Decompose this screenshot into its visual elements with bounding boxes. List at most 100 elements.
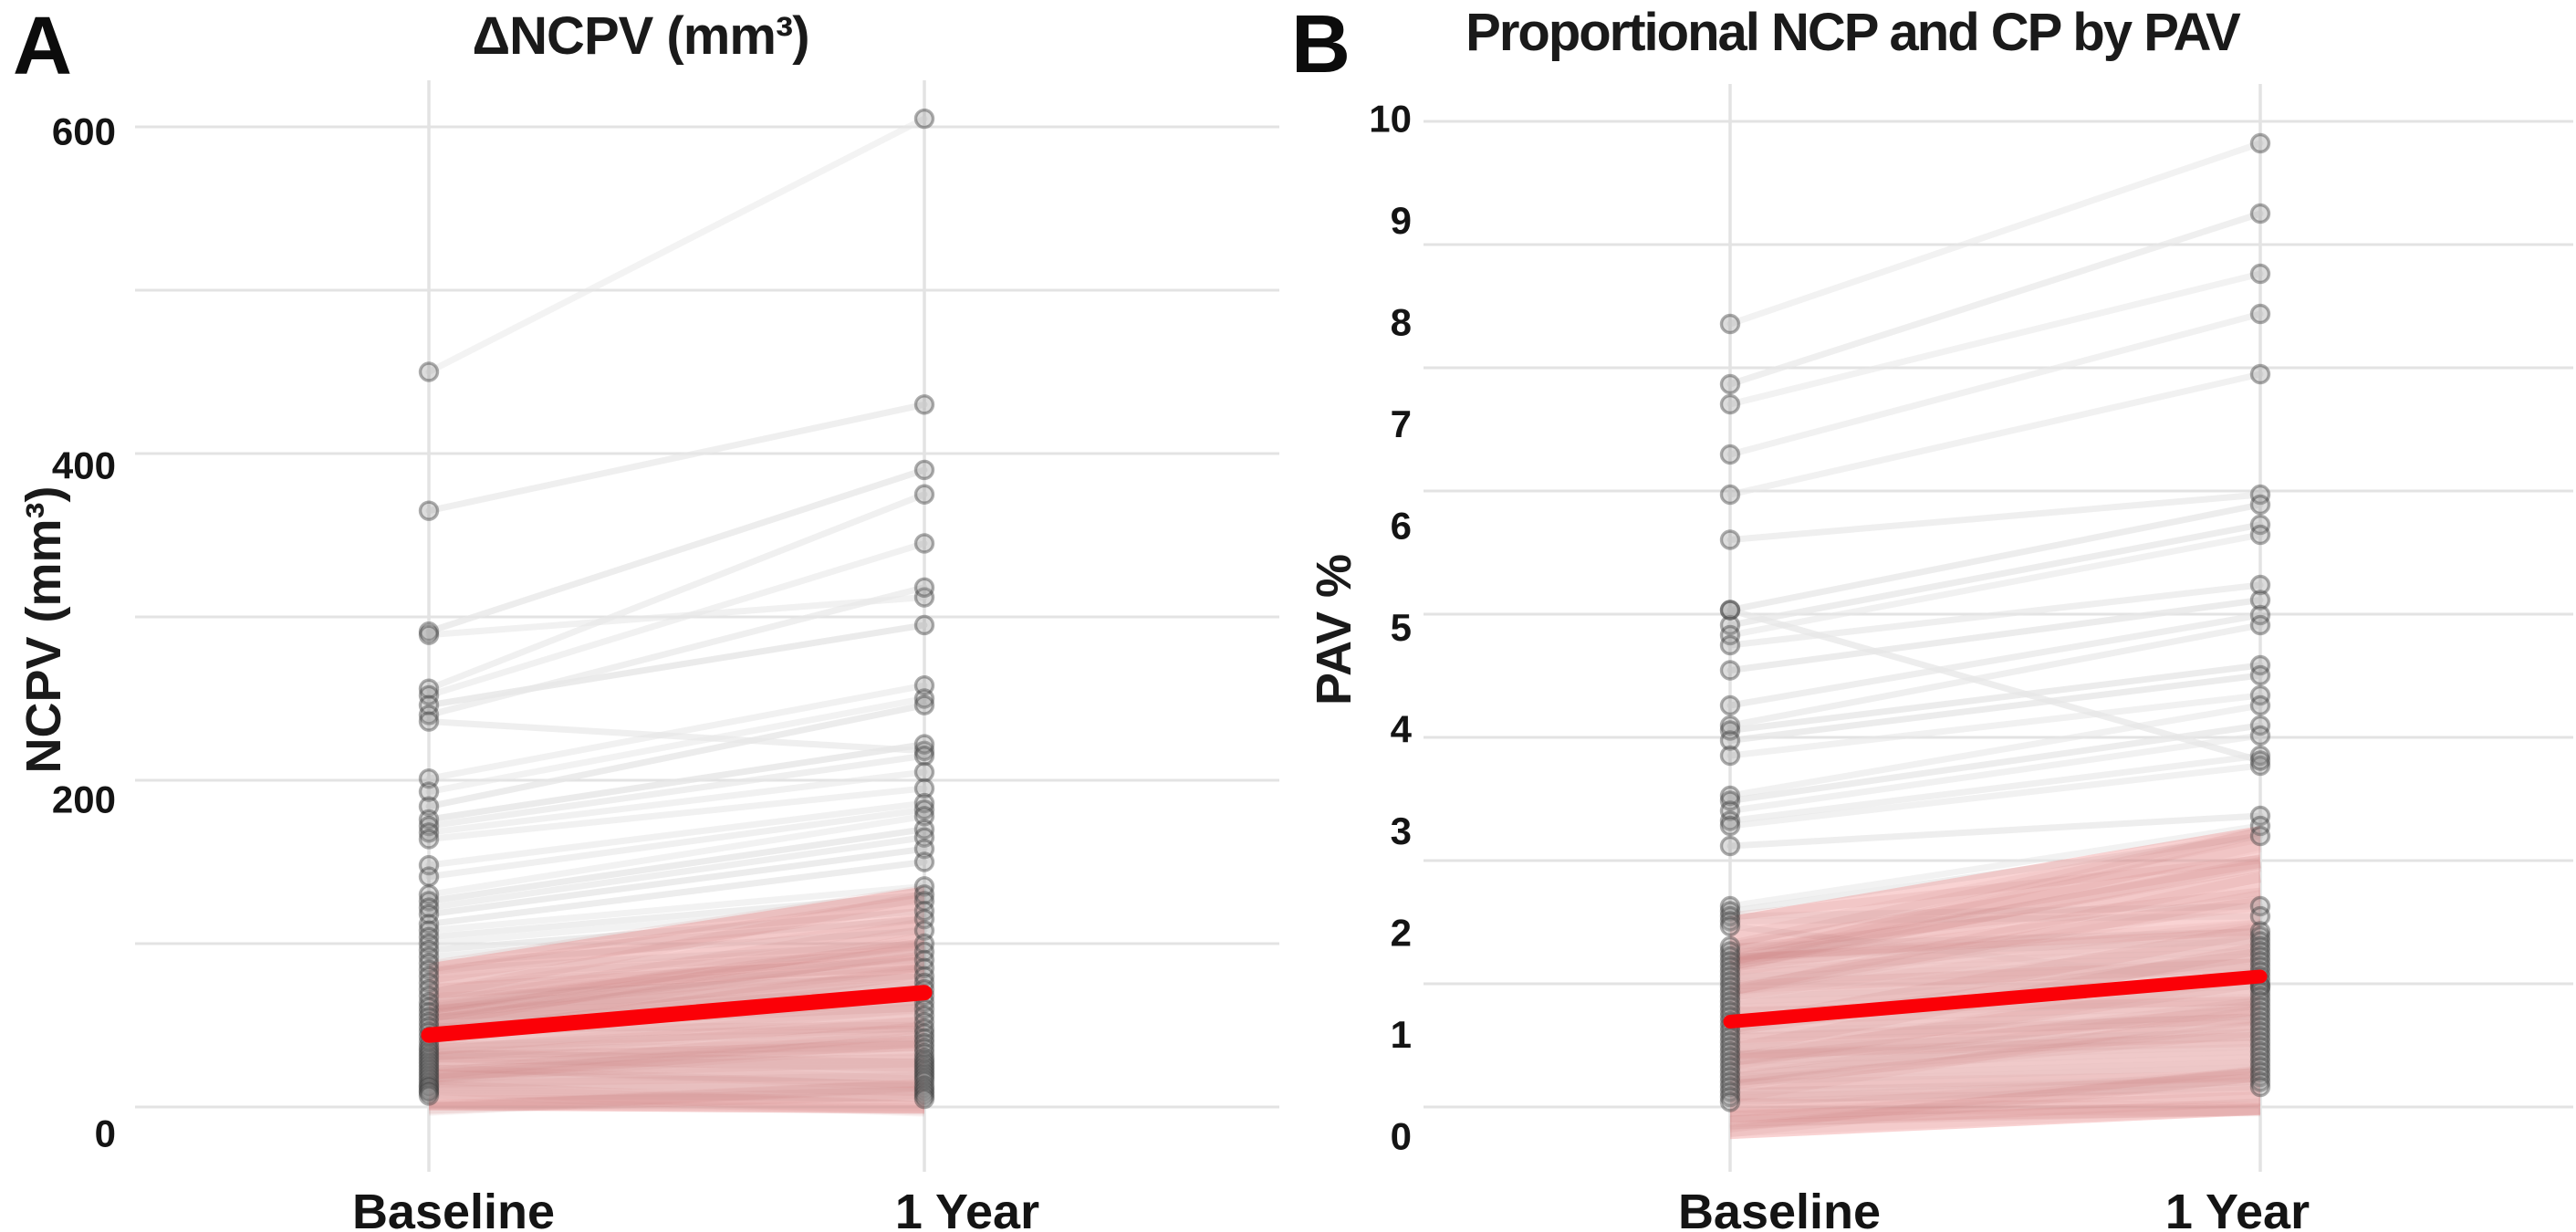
baseline-point [1719,600,1741,621]
baseline-point [418,1075,440,1096]
band-strand [1729,1077,2261,1103]
band-strand [1729,1098,2261,1117]
band-strand [1728,872,2262,997]
baseline-point [1719,945,1741,967]
pair-line [1726,928,2264,950]
year-point [2249,1011,2271,1032]
band-strand [428,1034,925,1083]
band-strand [1728,827,2262,966]
year-point [913,799,935,820]
year-point [913,533,935,554]
year-point [2249,945,2271,967]
pair-line [425,718,928,755]
baseline-point [418,1085,440,1106]
year-point [913,1023,935,1044]
baseline-point [1719,835,1741,857]
pair-line [425,845,928,918]
baseline-point [1719,1036,1741,1058]
band-strand [1729,1098,2261,1130]
baseline-point [1719,1056,1741,1078]
band-strand [1729,1003,2261,1066]
baseline-point [1719,634,1741,656]
year-point [2249,484,2271,506]
pair-line [425,882,928,934]
year-point [913,819,935,840]
year-point [2249,1056,2271,1078]
pair-line [425,539,928,699]
pair-line [1726,310,2264,458]
confidence-band [1730,826,2260,1140]
baseline-point [1719,1091,1741,1112]
y-tick-label: 5 [1391,606,1412,649]
pair-line [425,1084,928,1092]
year-point [913,394,935,415]
year-point [2249,1046,2271,1068]
pair-line [1726,903,2264,920]
band-strand [1729,1013,2261,1084]
year-point [913,734,935,755]
baseline-point [418,768,440,789]
year-point [2249,996,2271,1018]
band-strand [1728,857,2262,971]
baseline-point [418,1062,440,1083]
panel-b-tag: B [1291,0,1351,90]
year-point [2249,684,2271,706]
pair-line [425,1039,928,1053]
band-strand [428,1016,925,1056]
band-strand [428,964,925,1014]
pair-line [1726,692,2264,759]
band-strand [1728,890,2262,996]
y-tick-label: 600 [52,110,116,153]
panel-b-title: Proportional NCP and CP by PAV [1465,3,2241,62]
baseline-point [418,854,440,876]
pair-line [1726,1028,2264,1050]
baseline-point [418,972,440,994]
year-point [2249,905,2271,927]
year-point [2249,1031,2271,1052]
band-strand [1729,894,2261,997]
baseline-point [418,1056,440,1077]
year-point [913,740,935,761]
band-strand [1729,887,2261,954]
year-point [913,1075,935,1096]
year-point [2249,1021,2271,1042]
baseline-point [1719,951,1741,972]
band-strand [428,1080,925,1116]
baseline-point [1719,810,1741,831]
baseline-point [418,678,440,699]
year-point [2249,1006,2271,1028]
year-point [2249,921,2271,942]
band-strand [1729,1020,2261,1090]
baseline-point [418,997,440,1018]
pair-line [1726,762,2264,830]
baseline-point [418,959,440,980]
baseline-point [1719,915,1741,937]
band-strand [428,955,925,999]
baseline-point [1719,1066,1741,1088]
band-strand [1728,859,2262,968]
year-point [2249,1061,2271,1082]
year-point [913,614,935,636]
band-strand [1729,1031,2261,1060]
y-tick-label: 0 [1391,1115,1412,1158]
pair-line [425,1091,928,1102]
year-point [913,745,935,767]
year-point [913,1054,935,1075]
pair-line [1726,958,2264,980]
year-point [2249,725,2271,747]
band-strand [427,914,926,1002]
band-strand [428,1055,925,1091]
band-strand [1729,1012,2261,1044]
pair-line [1726,822,2264,910]
band-strand [1729,919,2261,964]
pair-line [425,584,928,718]
year-point [2249,203,2271,224]
band-strand [1729,1005,2261,1103]
x-category-label: 1 Year [895,1185,1039,1232]
year-point [913,851,935,872]
band-strand [427,891,926,1000]
pair-line [1726,1018,2264,1040]
baseline-point [1719,745,1741,767]
baseline-point [418,1080,440,1101]
year-point [2249,941,2271,962]
